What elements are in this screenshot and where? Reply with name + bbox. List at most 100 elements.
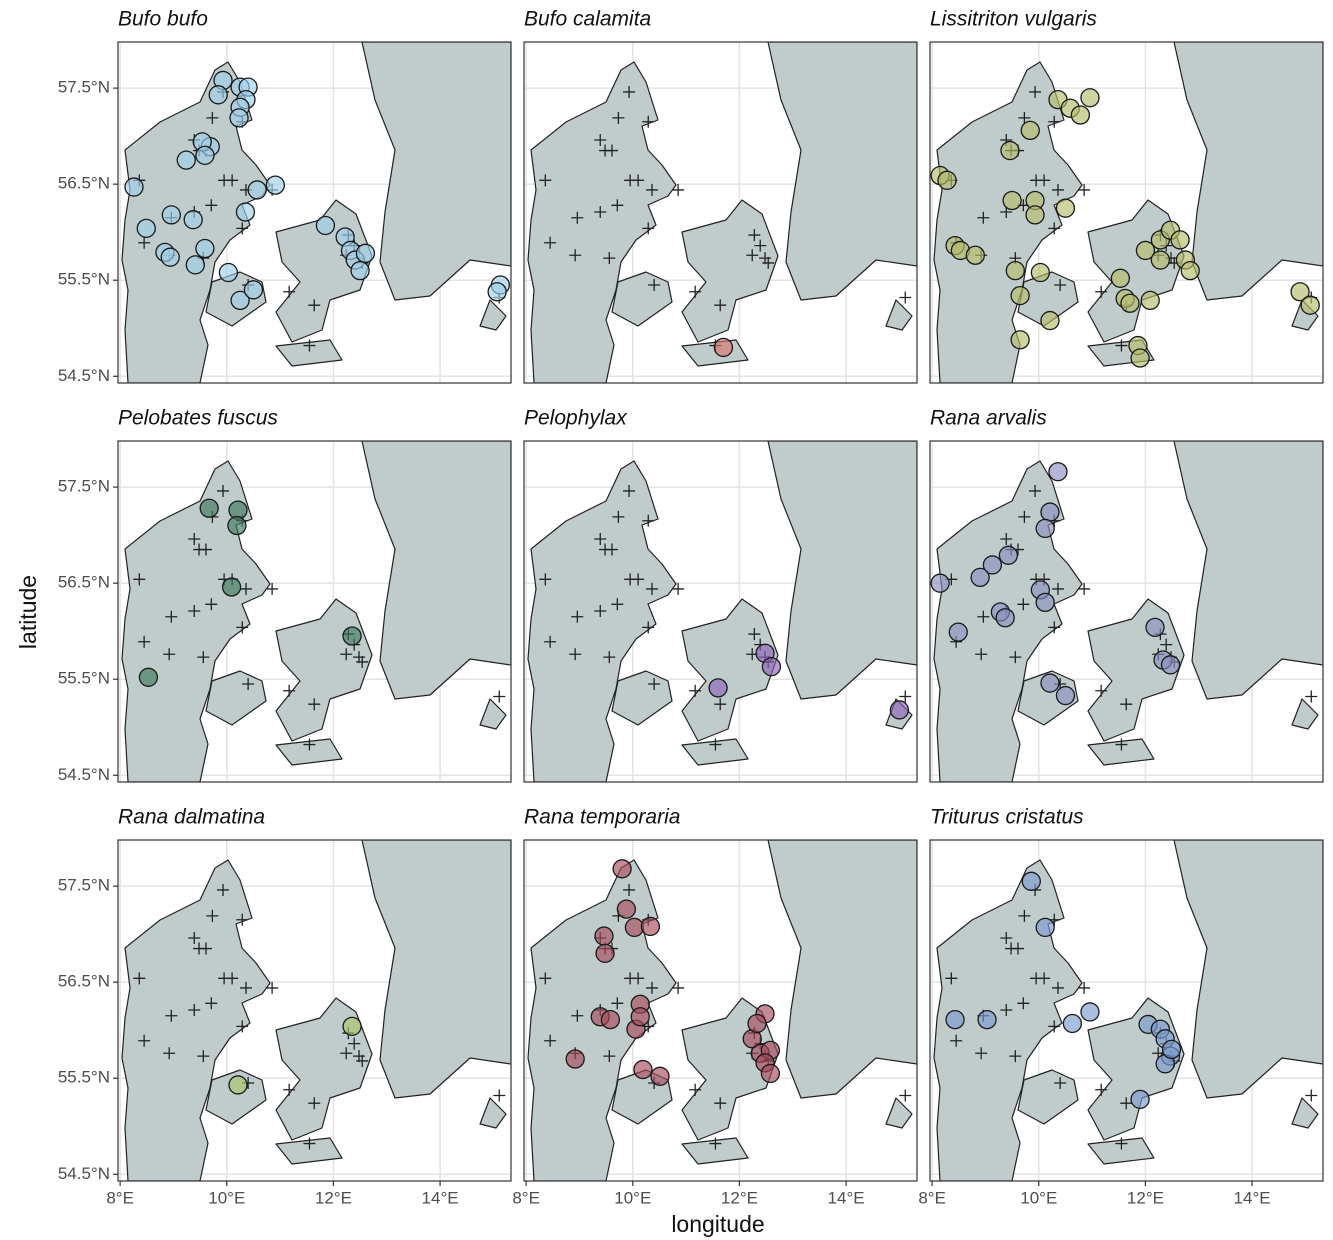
- y-tick-label: 57.5°N: [58, 78, 110, 97]
- y-tick-label: 56.5°N: [58, 573, 110, 592]
- panel-title: Rana arvalis: [930, 407, 1047, 430]
- page: Bufo bufo 54.5°N 55.5°N 56.5°N 57.5°N Bufo ca…: [0, 0, 1333, 1240]
- point: [209, 86, 227, 104]
- point: [343, 1017, 361, 1035]
- point: [1026, 206, 1044, 224]
- y-tick-label: 56.5°N: [58, 972, 110, 991]
- y-tick-label: 54.5°N: [58, 366, 110, 385]
- point: [931, 574, 949, 592]
- point: [634, 1061, 652, 1079]
- point: [566, 1050, 584, 1068]
- y-tick-label: 57.5°N: [58, 876, 110, 895]
- point: [184, 211, 202, 229]
- point: [125, 178, 143, 196]
- point: [996, 609, 1014, 627]
- x-tick-label: 10°E: [1020, 1188, 1057, 1207]
- point: [1041, 312, 1059, 330]
- point: [938, 171, 956, 189]
- point: [1131, 349, 1149, 367]
- panel: Pelophylax: [524, 407, 917, 782]
- point: [1081, 1003, 1099, 1021]
- y-tick-label: 55.5°N: [58, 1068, 110, 1087]
- point: [709, 679, 727, 697]
- point: [228, 517, 246, 535]
- point: [641, 917, 659, 935]
- y-tick-label: 55.5°N: [58, 270, 110, 289]
- point: [162, 206, 180, 224]
- panel-title: Pelobates fuscus: [118, 407, 278, 430]
- x-tick-label: 12°E: [315, 1188, 352, 1207]
- point: [1021, 121, 1039, 139]
- point: [1056, 687, 1074, 705]
- point: [356, 244, 374, 262]
- point: [1036, 918, 1054, 936]
- point: [1011, 287, 1029, 305]
- point: [1161, 656, 1179, 674]
- y-tick-label: 54.5°N: [58, 1164, 110, 1183]
- point: [1121, 294, 1139, 312]
- x-tick-label: 14°E: [828, 1188, 865, 1207]
- panel-title: Bufo calamita: [524, 8, 651, 31]
- point: [1141, 291, 1159, 309]
- point: [200, 499, 218, 517]
- y-tick-label: 57.5°N: [58, 477, 110, 496]
- point: [343, 627, 361, 645]
- point: [1041, 503, 1059, 521]
- point: [1131, 1090, 1149, 1108]
- point: [196, 146, 214, 164]
- point: [137, 219, 155, 237]
- point: [223, 578, 241, 596]
- point: [601, 1011, 619, 1029]
- point: [266, 176, 284, 194]
- point: [1063, 1014, 1081, 1032]
- point: [595, 927, 613, 945]
- point: [613, 860, 631, 878]
- point: [625, 918, 643, 936]
- point: [1301, 296, 1319, 314]
- panel: Bufo calamita: [524, 8, 917, 383]
- point: [248, 181, 266, 199]
- panel-title: Rana dalmatina: [118, 806, 265, 829]
- x-tick-label: 10°E: [614, 1188, 651, 1207]
- point: [949, 623, 967, 641]
- point: [946, 1011, 964, 1029]
- point: [236, 203, 254, 221]
- point: [714, 338, 732, 356]
- x-tick-label: 10°E: [208, 1188, 245, 1207]
- point: [1081, 89, 1099, 107]
- y-tick-label: 55.5°N: [58, 669, 110, 688]
- panel-title: Triturus cristatus: [930, 806, 1084, 829]
- panel: Rana temporaria8°E10°E12°E14°E: [512, 806, 917, 1208]
- panel: Pelobates fuscus54.5°N55.5°N56.5°N57.5°N: [58, 407, 511, 784]
- x-tick-label: 14°E: [1234, 1188, 1271, 1207]
- point: [139, 668, 157, 686]
- point: [966, 246, 984, 264]
- x-tick-label: 14°E: [422, 1188, 459, 1207]
- point: [1036, 519, 1054, 537]
- x-tick-label: 8°E: [918, 1188, 946, 1207]
- panel-title: Rana temporaria: [524, 806, 680, 829]
- chart: Bufo bufo 54.5°N 55.5°N 56.5°N 57.5°N Bufo ca…: [0, 0, 1333, 1240]
- point: [1041, 674, 1059, 692]
- y-axis-title: latitude: [15, 575, 41, 649]
- point: [1001, 142, 1019, 160]
- panel-title: Bufo bufo: [118, 8, 208, 31]
- panel: Rana arvalis: [930, 407, 1323, 782]
- point: [244, 281, 262, 299]
- point: [1011, 331, 1029, 349]
- point: [1049, 463, 1067, 481]
- point: [186, 256, 204, 274]
- panel: Rana dalmatina54.5°N55.5°N56.5°N57.5°N8°…: [58, 806, 511, 1208]
- point: [761, 1064, 779, 1082]
- point: [219, 264, 237, 282]
- point: [1071, 106, 1089, 124]
- point: [177, 151, 195, 169]
- point: [1181, 262, 1199, 280]
- panel: Bufo bufo54.5°N55.5°N56.5°N57.5°N: [58, 8, 511, 385]
- point: [1056, 199, 1074, 217]
- point: [748, 1014, 766, 1032]
- point: [1036, 593, 1054, 611]
- point: [1151, 251, 1169, 269]
- point: [351, 262, 369, 280]
- point: [890, 701, 908, 719]
